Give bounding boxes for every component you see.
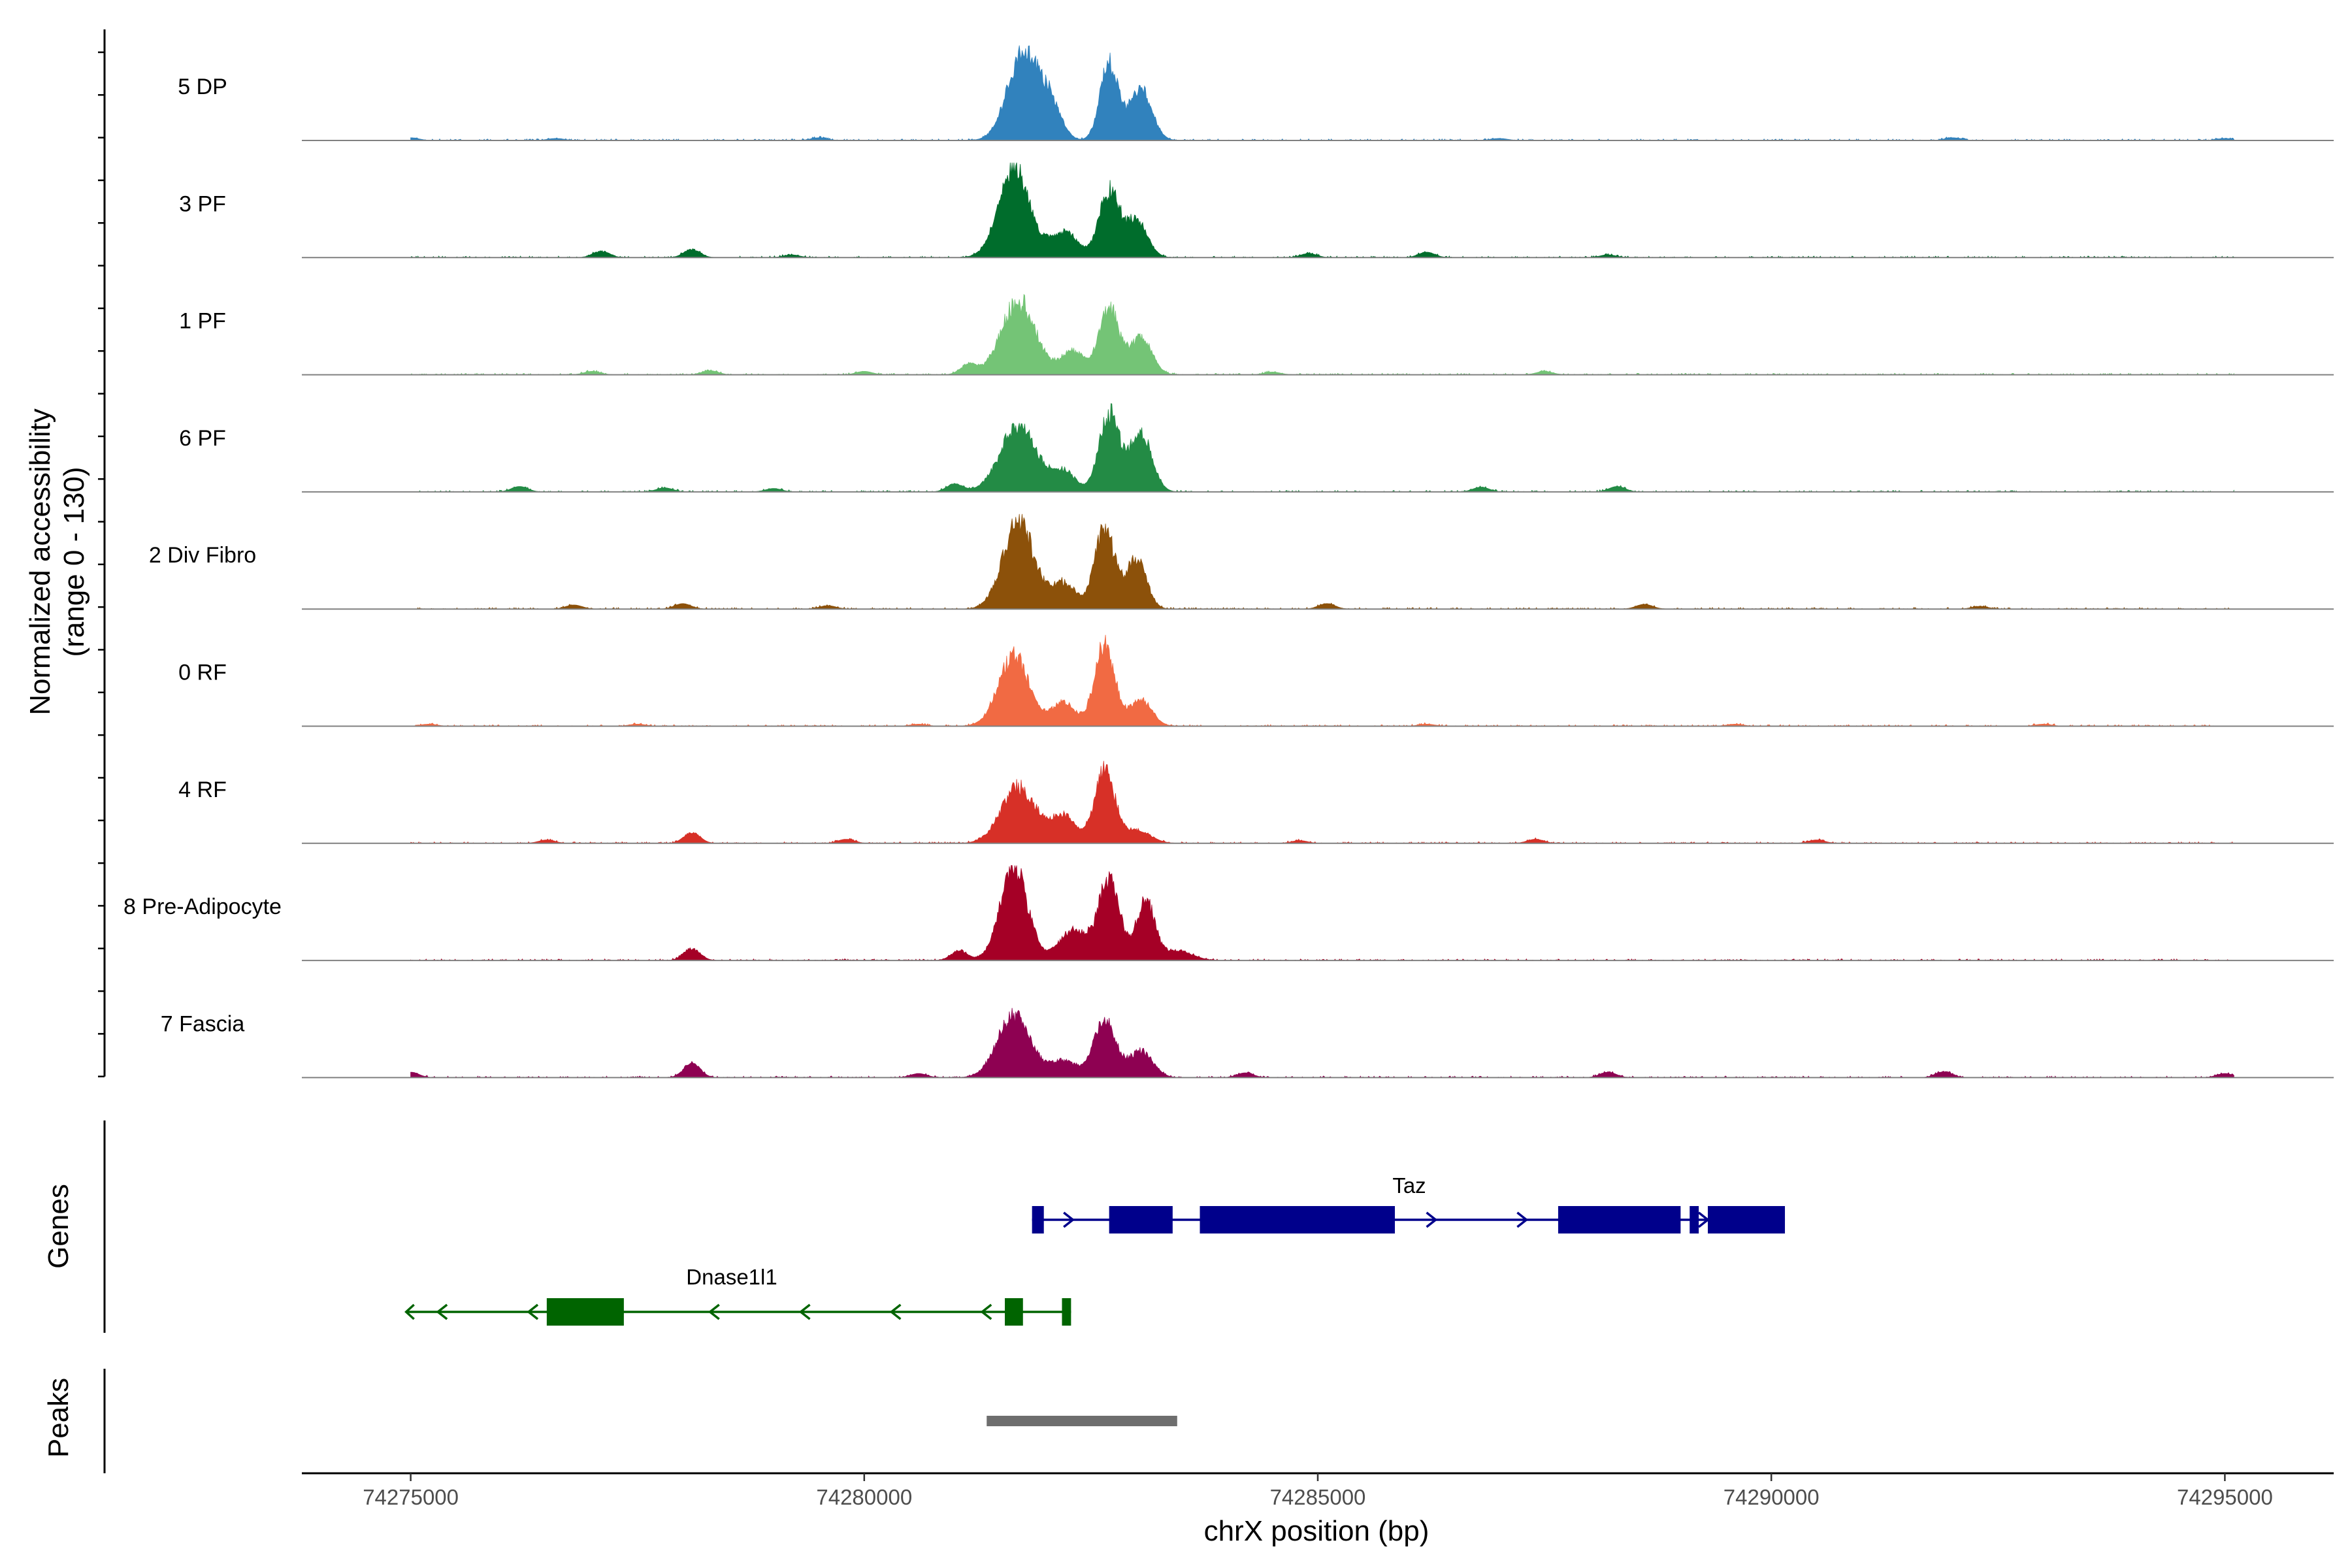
track-4-rf: 4 RF: [178, 760, 2334, 844]
exon: [1032, 1206, 1044, 1233]
track-label: 0 RF: [178, 661, 227, 685]
gene-track: Genes Taz Dnase1l1: [42, 1120, 1786, 1333]
peak-track: Peaks: [42, 1369, 1177, 1473]
exon: [1062, 1298, 1071, 1326]
strand-arrow: [404, 1303, 415, 1320]
x-tick-label: 74275000: [363, 1485, 459, 1509]
coverage-area: [410, 634, 2234, 727]
track-7-fascia: 7 Fascia: [161, 1007, 2334, 1079]
exon: [1708, 1206, 1786, 1233]
x-tick-label: 74295000: [2177, 1485, 2273, 1509]
genes-track-title: Genes: [42, 1184, 74, 1269]
strand-arrow: [798, 1303, 811, 1320]
strand-arrow: [1063, 1211, 1075, 1228]
strand-arrow: [1516, 1211, 1529, 1228]
y-axis-title-line1: Normalized accessibility: [24, 408, 56, 715]
peak-region: [987, 1416, 1177, 1426]
track-label: 3 PF: [179, 191, 226, 216]
y-axis-title: Normalized accessibility (range 0 - 130): [24, 408, 90, 715]
track-5-dp: 5 DP: [178, 45, 2334, 141]
exon: [1558, 1206, 1681, 1233]
coverage-area: [410, 1007, 2234, 1079]
exon: [1200, 1206, 1396, 1233]
track-0-rf: 0 RF: [178, 634, 2334, 727]
gene-dnase1l1: Dnase1l1: [404, 1265, 1071, 1326]
track-6-pf: 6 PF: [179, 403, 2334, 493]
coverage-area: [410, 514, 2234, 610]
track-label: 4 RF: [178, 777, 227, 802]
coverage-area: [410, 293, 2234, 376]
track-label: 8 Pre-Adipocyte: [123, 894, 282, 919]
track-1-pf: 1 PF: [179, 293, 2334, 376]
coverage-area: [410, 403, 2234, 493]
gene-label: Dnase1l1: [686, 1265, 777, 1289]
strand-arrow: [436, 1303, 448, 1320]
x-tick-label: 74290000: [1723, 1485, 1820, 1509]
x-tick-label: 74280000: [816, 1485, 912, 1509]
gene-label: Taz: [1392, 1173, 1426, 1198]
coverage-area: [410, 45, 2234, 141]
strand-arrow: [1426, 1211, 1438, 1228]
coverage-tracks: 5 DP 3 PF 1 PF 6 PF 2 Div Fibro 0 RF 4 RF 8 Pre…: [123, 45, 2334, 1079]
track-label: 7 Fascia: [161, 1011, 245, 1036]
track-2-div-fibro: 2 Div Fibro: [149, 514, 2334, 610]
coverage-area: [410, 162, 2234, 259]
left-y-axis: [98, 29, 106, 1077]
x-axis-title: chrX position (bp): [1204, 1515, 1429, 1547]
strand-arrow: [708, 1303, 720, 1320]
exon: [546, 1298, 624, 1326]
track-label: 2 Div Fibro: [149, 543, 256, 568]
strand-arrow: [527, 1303, 539, 1320]
track-3-pf: 3 PF: [179, 162, 2334, 259]
peaks-track-title: Peaks: [42, 1378, 74, 1458]
x-tick-label: 74285000: [1270, 1485, 1366, 1509]
gene-taz: Taz: [1032, 1173, 1786, 1233]
exon: [1109, 1206, 1173, 1233]
exon: [1690, 1206, 1699, 1233]
x-axis: chrX position (bp) 74275000 74280000 74285…: [302, 1472, 2334, 1547]
track-label: 1 PF: [179, 309, 226, 334]
coverage-area: [410, 760, 2234, 844]
exon: [1005, 1298, 1023, 1326]
coverage-area: [410, 865, 2234, 961]
strand-arrow: [980, 1303, 992, 1320]
track-label: 6 PF: [179, 426, 226, 451]
strand-arrow: [889, 1303, 902, 1320]
track-label: 5 DP: [178, 74, 227, 99]
y-axis-title-line2: (range 0 - 130): [58, 466, 90, 657]
track-8-pre-adipocyte: 8 Pre-Adipocyte: [123, 865, 2334, 962]
